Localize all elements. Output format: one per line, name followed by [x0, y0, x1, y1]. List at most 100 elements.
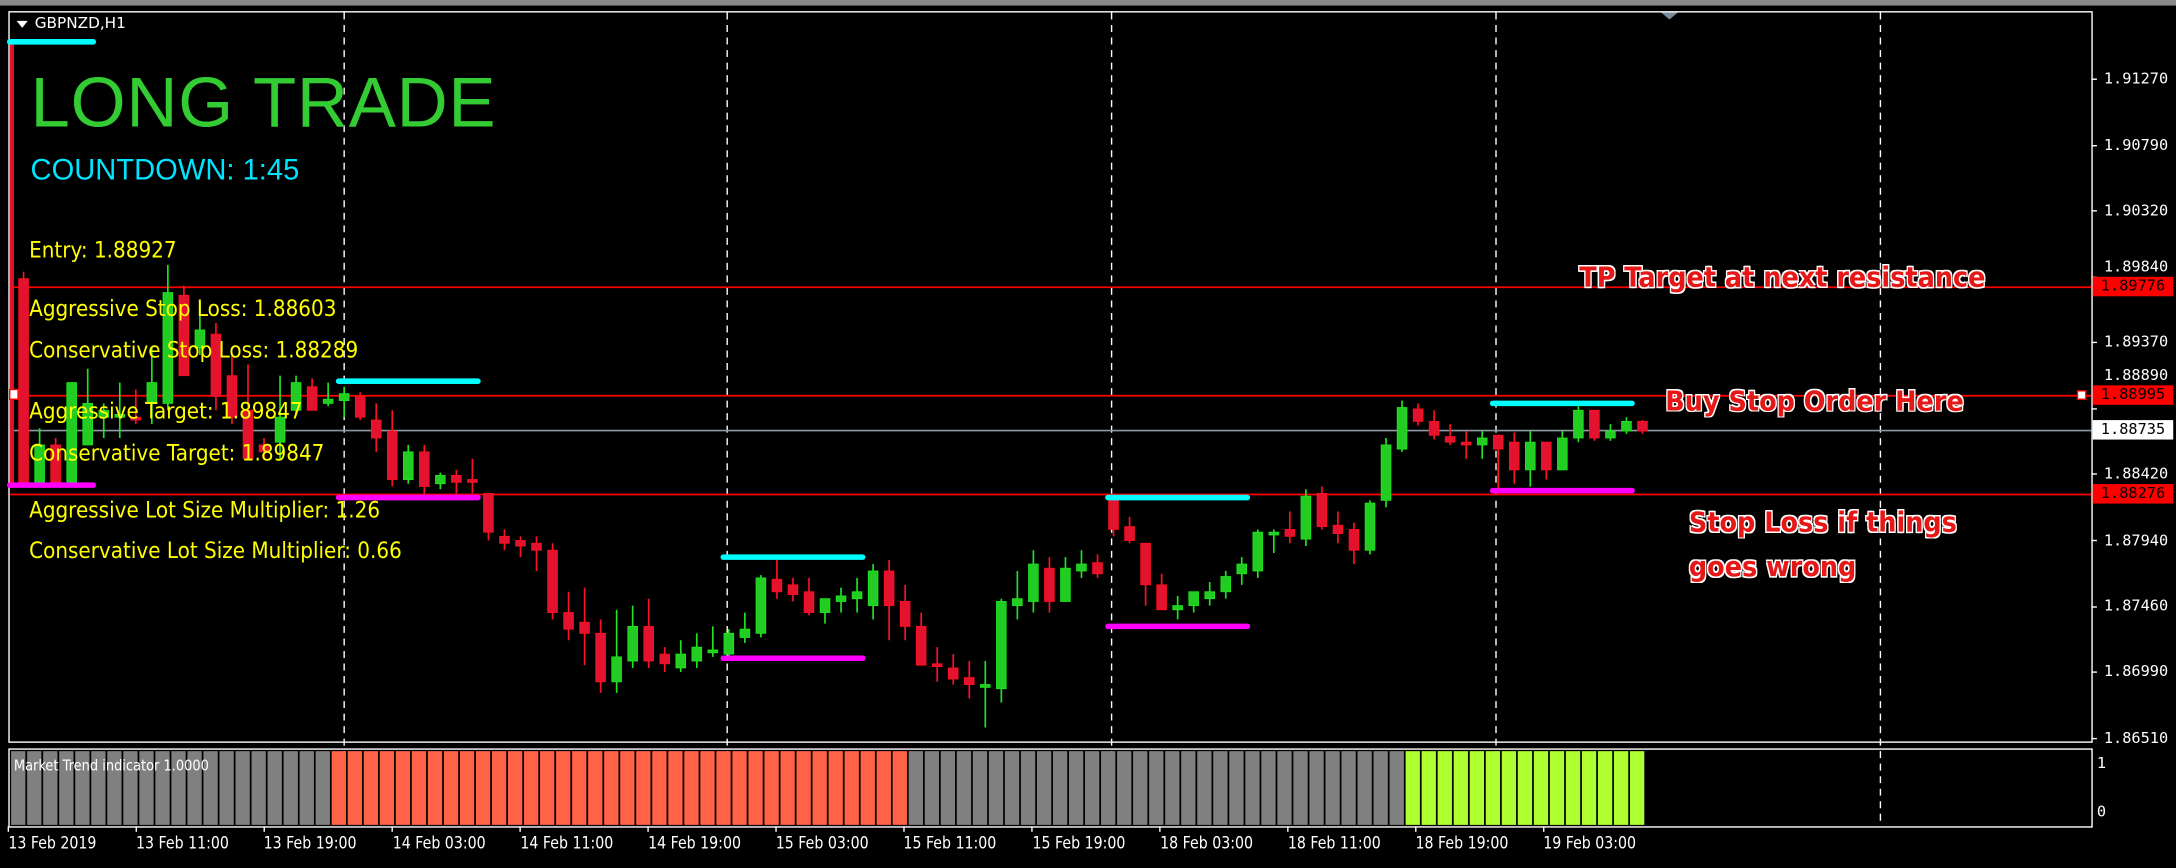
indicator-bar-bullish [1533, 751, 1549, 825]
candle [1621, 417, 1632, 434]
price-level-label: 1.88995 [2092, 384, 2174, 405]
indicator-bar-bearish [748, 751, 763, 825]
indicator-bar-bearish [331, 751, 346, 825]
indicator-bar-neutral [267, 751, 282, 825]
indicator-bar-neutral [27, 751, 42, 825]
candle-body [82, 402, 93, 446]
indicator-bar-bearish [876, 751, 891, 825]
candle-body [787, 584, 799, 595]
candle-body [771, 578, 783, 593]
indicator-bar-bearish [459, 751, 475, 825]
candle-body [1156, 584, 1167, 611]
indicator-bar-neutral [171, 751, 186, 825]
indicator-bar-neutral [59, 751, 74, 825]
indicator-bar-bearish [379, 751, 395, 825]
price-tick-label: 1.90790 [2103, 135, 2169, 155]
indicator-bar-neutral [91, 751, 106, 825]
indicator-bar-bearish [812, 751, 827, 825]
candle-body [1076, 563, 1087, 572]
indicator-bar-bullish [1613, 751, 1629, 825]
indicator-bar-neutral [1293, 751, 1308, 825]
candle-body [883, 570, 895, 607]
candle-body [130, 416, 142, 421]
indicator-bar-bullish [1485, 751, 1501, 825]
candle-body [274, 416, 286, 443]
candle-body [579, 621, 590, 634]
price-tick-label: 1.88420 [2103, 464, 2169, 483]
time-tick-label: 15 Feb 19:00 [1031, 833, 1125, 853]
indicator-bar-bearish [796, 751, 811, 825]
candle-body [1605, 430, 1616, 439]
indicator-bar-bearish [347, 751, 362, 825]
entry-text: Entry: 1.88927 [29, 236, 177, 263]
right-line-handle [2076, 390, 2087, 400]
candle [1156, 573, 1167, 611]
candle-body [723, 632, 735, 655]
indicator-label: Market Trend indicator 1.0000 [13, 756, 209, 775]
candle-body [1508, 441, 1520, 471]
indicator-bar-bearish [860, 751, 875, 825]
candle [1092, 554, 1103, 578]
candle [1460, 431, 1472, 459]
time-tick-label: 18 Feb 19:00 [1415, 833, 1509, 853]
indicator-bar-bearish [764, 751, 779, 825]
indicator-bar-neutral [1020, 751, 1036, 825]
candle [1124, 516, 1135, 544]
time-tick-label: 15 Feb 11:00 [903, 833, 997, 853]
candle-body [258, 444, 270, 453]
candle-body [370, 419, 382, 439]
candle-body [1557, 437, 1568, 471]
indicator-bar-bearish [684, 751, 699, 825]
stop-loss-annotation-line1: Stop Loss if things [1688, 504, 1957, 539]
candle [675, 640, 687, 673]
candle-body [403, 451, 414, 480]
candle-body [1220, 576, 1232, 593]
candle [915, 612, 927, 666]
candle-body [1476, 437, 1488, 446]
candle [1284, 511, 1296, 544]
candle [210, 323, 222, 411]
candle [1492, 434, 1504, 494]
time-tick-label: 18 Feb 03:00 [1159, 833, 1253, 853]
candle [1012, 570, 1023, 620]
candle-body [947, 667, 959, 680]
candle [483, 492, 494, 541]
candle [964, 661, 975, 699]
candle [787, 577, 799, 602]
candle-body [611, 656, 622, 683]
candle [1044, 557, 1055, 613]
indicator-frame [8, 748, 2093, 828]
indicator-bar-neutral [43, 751, 58, 825]
indicator-bar-bearish [395, 751, 411, 825]
left-line-handle [9, 388, 19, 400]
candle-body [531, 542, 542, 551]
candle [467, 458, 478, 494]
candle [435, 472, 446, 490]
indicator-bar-bearish [443, 751, 459, 825]
candle-body [1108, 497, 1119, 530]
candle-body [659, 653, 671, 665]
candle [595, 619, 606, 693]
indicator-bar-neutral [75, 751, 90, 825]
candle-body [114, 414, 126, 418]
candle [226, 354, 238, 425]
candle [659, 647, 671, 673]
candle [451, 469, 462, 494]
candle [691, 633, 703, 668]
candle-body [1172, 605, 1183, 611]
indicator-bar-neutral [1261, 751, 1276, 825]
candle [1268, 529, 1280, 553]
indicator-scale-0: 0 [2096, 802, 2107, 821]
candle [1525, 431, 1536, 487]
candle [419, 444, 430, 498]
dropdown-triangle-icon[interactable] [16, 20, 28, 28]
candle-body [899, 601, 911, 627]
indicator-bar-bullish [1581, 751, 1597, 825]
candle-body [1204, 591, 1215, 600]
candle-body [1044, 567, 1055, 602]
indicator-bar-bearish [652, 751, 667, 825]
symbol-menu[interactable]: GBPNZD,H1 [16, 14, 126, 32]
candle-body [1188, 591, 1199, 607]
indicator-bar-bearish [732, 751, 747, 825]
